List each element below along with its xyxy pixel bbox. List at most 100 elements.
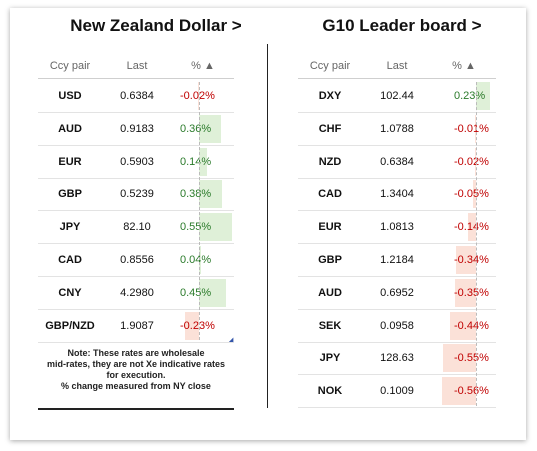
table-row[interactable]: DXY 102.44 0.23% <box>298 80 496 113</box>
currency-pair: USD <box>58 90 82 102</box>
percent-change: -0.02% <box>454 155 489 168</box>
percent-change-cell: -0.35% <box>432 277 496 309</box>
change-bar <box>474 147 476 176</box>
table-row[interactable]: NZD 0.6384 -0.02% <box>298 146 496 179</box>
change-bar <box>455 278 476 307</box>
percent-change: 0.38% <box>180 188 212 201</box>
percent-change-cell: -0.56% <box>432 375 496 407</box>
currency-pair: CAD <box>58 254 82 266</box>
table-row[interactable]: NOK 0.1009 -0.56% <box>298 375 496 409</box>
percent-change-cell: -0.01% <box>432 113 496 145</box>
percent-change-cell: 0.14% <box>172 146 234 178</box>
currency-pair: EUR <box>318 221 342 234</box>
change-bar <box>199 114 221 143</box>
last-rate: 0.9183 <box>120 122 154 135</box>
right-header-pct[interactable]: % ▲ <box>452 60 476 72</box>
table-row[interactable]: GBP/NZD 1.9087 -0.23% <box>38 310 234 343</box>
percent-change-cell: -0.02% <box>172 80 234 112</box>
table-row[interactable]: AUD 0.6952 -0.35% <box>298 277 496 310</box>
currency-pair: CHF <box>318 122 342 135</box>
percent-change-cell: 0.04% <box>172 244 234 276</box>
currency-pair: JPY <box>59 221 81 234</box>
table-row[interactable]: AUD 0.9183 0.36% <box>38 113 234 146</box>
percent-change: -0.56% <box>454 385 489 398</box>
percent-change-cell: 0.36% <box>172 113 234 145</box>
percent-change: -0.01% <box>454 122 489 135</box>
last-rate: 0.0958 <box>380 319 414 332</box>
percent-change: -0.55% <box>454 352 489 365</box>
change-bar <box>467 213 476 242</box>
last-rate: 0.1009 <box>380 385 414 398</box>
percent-change-cell: -0.02% <box>432 146 496 178</box>
currency-pair: NOK <box>317 385 343 398</box>
change-bar <box>475 114 476 143</box>
percent-change-cell: -0.44% <box>432 310 496 342</box>
last-rate: 0.6952 <box>380 286 414 299</box>
currency-pair: EUR <box>58 155 82 168</box>
left-header-pct[interactable]: % ▲ <box>191 60 215 72</box>
percent-change: 0.23% <box>454 90 486 102</box>
table-row[interactable]: GBP 0.5239 0.38% <box>38 178 234 212</box>
last-rate: 0.6384 <box>120 90 154 102</box>
percent-change: 0.55% <box>180 221 212 234</box>
panel-divider <box>267 44 268 408</box>
percent-change: -0.23% <box>180 319 215 332</box>
change-bar <box>197 82 199 110</box>
last-rate: 1.0788 <box>380 122 414 135</box>
last-rate: 128.63 <box>380 352 414 365</box>
rates-note: Note: These rates are wholesale mid-rate… <box>38 348 234 392</box>
change-bar <box>199 278 226 307</box>
percent-change-cell: -0.55% <box>432 342 496 374</box>
table-row[interactable]: GBP 1.2184 -0.34% <box>298 244 496 277</box>
right-header-pair: Ccy pair <box>309 60 351 72</box>
table-row[interactable]: CNY 4.2980 0.45% <box>38 277 234 310</box>
nzd-panel-title[interactable]: New Zealand Dollar > <box>70 16 242 35</box>
percent-change: 0.45% <box>180 286 212 299</box>
currency-pair: CAD <box>318 188 342 201</box>
currency-pair: JPY <box>319 352 341 365</box>
table-row[interactable]: EUR 0.5903 0.14% <box>38 146 234 179</box>
table-row[interactable]: EUR 1.0813 -0.14% <box>298 211 496 245</box>
percent-change-cell: 0.23% <box>432 80 496 112</box>
g10-panel-title[interactable]: G10 Leader board > <box>322 16 482 35</box>
percent-change: -0.35% <box>454 286 489 299</box>
left-header-pair: Ccy pair <box>49 60 91 72</box>
table-row[interactable]: USD 0.6384 -0.02% <box>38 80 234 113</box>
note-line-2: mid-rates, they are not Xe indicative ra… <box>46 359 226 369</box>
change-bar <box>199 213 232 242</box>
last-rate: 1.0813 <box>380 221 414 234</box>
currency-pair: SEK <box>318 319 342 332</box>
currency-pair: NZD <box>318 155 342 168</box>
currency-pair: CNY <box>58 286 82 299</box>
left-header-line <box>38 78 234 79</box>
percent-change-cell: -0.05% <box>432 178 496 210</box>
currency-pair: AUD <box>318 286 342 299</box>
note-underline <box>38 408 234 410</box>
percent-change: -0.44% <box>454 319 489 332</box>
percent-change-cell: -0.14% <box>432 211 496 243</box>
currency-pair: GBP <box>58 188 82 201</box>
change-bar <box>473 180 476 209</box>
table-row[interactable]: JPY 82.10 0.55% <box>38 211 234 245</box>
percent-change-cell: 0.38% <box>172 178 234 210</box>
last-rate: 0.8556 <box>120 254 154 266</box>
currency-pair: GBP <box>318 254 342 266</box>
left-table-header: Ccy pair Last % ▲ <box>38 54 234 78</box>
note-line-3: for execution. <box>106 370 166 380</box>
percent-change-cell: -0.23% <box>172 310 234 342</box>
fx-widget-card: New Zealand Dollar > G10 Leader board > … <box>10 8 526 440</box>
last-rate: 0.5239 <box>120 188 154 201</box>
table-row[interactable]: CHF 1.0788 -0.01% <box>298 113 496 146</box>
table-row[interactable]: SEK 0.0958 -0.44% <box>298 310 496 343</box>
left-header-last: Last <box>126 60 148 72</box>
left-zero-line <box>199 82 200 341</box>
percent-change-cell: -0.34% <box>432 244 496 276</box>
change-bar <box>442 377 476 406</box>
change-bar <box>449 311 476 340</box>
table-row[interactable]: CAD 0.8556 0.04% <box>38 244 234 277</box>
table-row[interactable]: JPY 128.63 -0.55% <box>298 342 496 376</box>
change-bar <box>455 246 476 274</box>
note-line-4: % change measured from NY close <box>61 381 211 391</box>
table-row[interactable]: CAD 1.3404 -0.05% <box>298 178 496 212</box>
right-header-last: Last <box>386 60 408 72</box>
